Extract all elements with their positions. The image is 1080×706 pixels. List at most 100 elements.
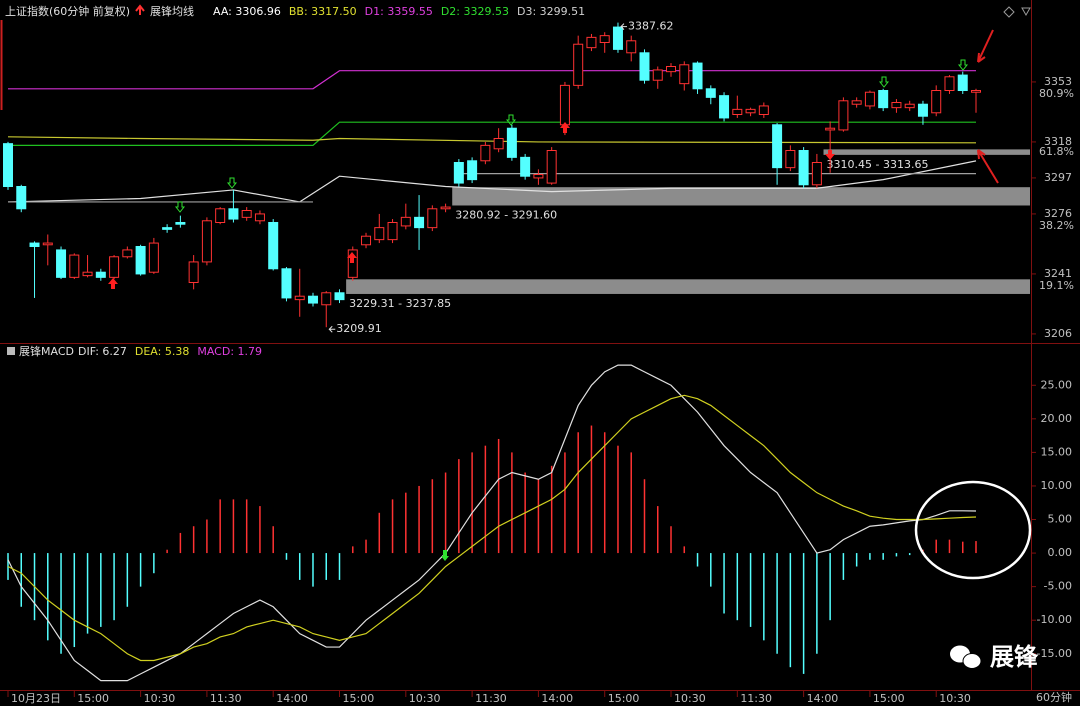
signal-arrows: [108, 59, 969, 561]
y-tick-label: 25.00: [1041, 378, 1073, 391]
icon: [135, 4, 145, 15]
x-tick-label: 15:00: [873, 692, 905, 705]
candle-body: [400, 216, 411, 227]
zone: [823, 149, 1030, 155]
y-tick-label: 3276: [1044, 207, 1072, 220]
zone-label: 3310.45 - 3313.65: [827, 158, 929, 171]
candle-body: [347, 249, 358, 278]
candle-body: [162, 227, 173, 230]
candle-body: [626, 40, 637, 54]
y-tick-label: -10.00: [1037, 613, 1072, 626]
candle-body: [29, 242, 40, 247]
x-tick-label: 15:00: [608, 692, 640, 705]
candle-body: [705, 88, 716, 98]
candle-body: [201, 220, 212, 263]
candle-body: [758, 105, 769, 116]
zone: [452, 187, 1030, 206]
candle-body: [453, 162, 464, 184]
candle-body: [785, 150, 796, 169]
candle-body: [3, 143, 13, 187]
candle-body: [864, 91, 875, 107]
x-tick-label: 11:30: [475, 692, 507, 705]
x-tick-label: 11:30: [740, 692, 772, 705]
candle-body: [520, 156, 531, 177]
candle-body: [294, 295, 305, 301]
indicator-label: D1: 3359.55: [365, 5, 433, 18]
x-tick-label: 10:30: [144, 692, 176, 705]
candle-body: [135, 245, 146, 275]
candle-body: [506, 127, 517, 158]
candle-body: [69, 254, 80, 278]
candle-body: [42, 242, 53, 246]
candle-body: [334, 292, 345, 301]
period-label: 60分钟: [1036, 690, 1072, 704]
candle-body: [811, 162, 822, 186]
fib-label: 61.8%: [1039, 145, 1074, 158]
candle-body: [493, 138, 504, 150]
candle-body: [798, 150, 809, 186]
candle-body: [281, 268, 292, 299]
candle-body: [440, 206, 451, 210]
y-tick-label: -5.00: [1044, 580, 1072, 593]
indicator-label: D3: 3299.51: [517, 5, 585, 18]
zone: [346, 279, 1031, 294]
y-tick-label: 0.00: [1048, 546, 1073, 559]
icon: [7, 347, 15, 355]
x-tick-label: 10:30: [409, 692, 441, 705]
candle-body: [692, 62, 703, 90]
candle-body: [904, 103, 915, 109]
candle-body: [666, 66, 677, 73]
candle-body: [188, 261, 199, 283]
candle-body: [228, 208, 239, 220]
candle-body: [215, 208, 226, 223]
candle-body: [944, 76, 955, 92]
candle-body: [917, 103, 928, 117]
candle-body: [878, 90, 889, 109]
candle-body: [586, 36, 597, 49]
candle-body: [16, 185, 27, 210]
macd-label: DIF: 6.27: [78, 345, 127, 358]
macd-label: MACD: 1.79: [197, 345, 262, 358]
highlight-marks: [914, 29, 1032, 669]
candle-body: [148, 242, 159, 273]
candle-body: [122, 249, 133, 258]
candle-body: [254, 213, 265, 222]
candle-body: [612, 26, 623, 50]
candle-body: [56, 249, 67, 278]
x-tick-label: 14:00: [541, 692, 573, 705]
macd-title: 展锋MACD: [19, 345, 74, 358]
candle-body: [931, 90, 942, 114]
y-tick-label: -15.00: [1037, 647, 1072, 660]
fib-label: 80.9%: [1039, 87, 1074, 100]
indicator-label: D2: 3329.53: [441, 5, 509, 18]
candle-body: [307, 295, 318, 304]
indicator-label: BB: 3317.50: [289, 5, 357, 18]
dif-line: [7, 364, 977, 682]
candle-body: [374, 227, 385, 241]
zone-label: 3229.31 - 3237.85: [349, 297, 451, 310]
candle-body: [268, 221, 279, 270]
candle-body: [321, 292, 332, 306]
candle-body: [599, 35, 610, 44]
candle-body: [891, 102, 902, 109]
y-tick-label: 3206: [1044, 327, 1072, 340]
candle-body: [95, 271, 106, 278]
candle-body: [719, 95, 730, 119]
x-tick-label: 14:00: [807, 692, 839, 705]
watermark: 展锋: [990, 643, 1039, 671]
candle-body: [559, 84, 570, 126]
candle-body: [838, 100, 849, 131]
annotation-arrow: [620, 23, 627, 30]
candle-body: [732, 108, 743, 116]
candle-body: [957, 74, 968, 92]
candle-body: [533, 173, 544, 179]
zone-label: 3280.92 - 3291.60: [455, 208, 557, 221]
x-tick-label: 10月23日: [11, 692, 61, 705]
fib-label: 38.2%: [1039, 219, 1074, 232]
candle-body: [546, 150, 557, 184]
indicator-line: [7, 136, 977, 144]
x-tick-label: 14:00: [276, 692, 308, 705]
indicator-line: [7, 160, 977, 203]
